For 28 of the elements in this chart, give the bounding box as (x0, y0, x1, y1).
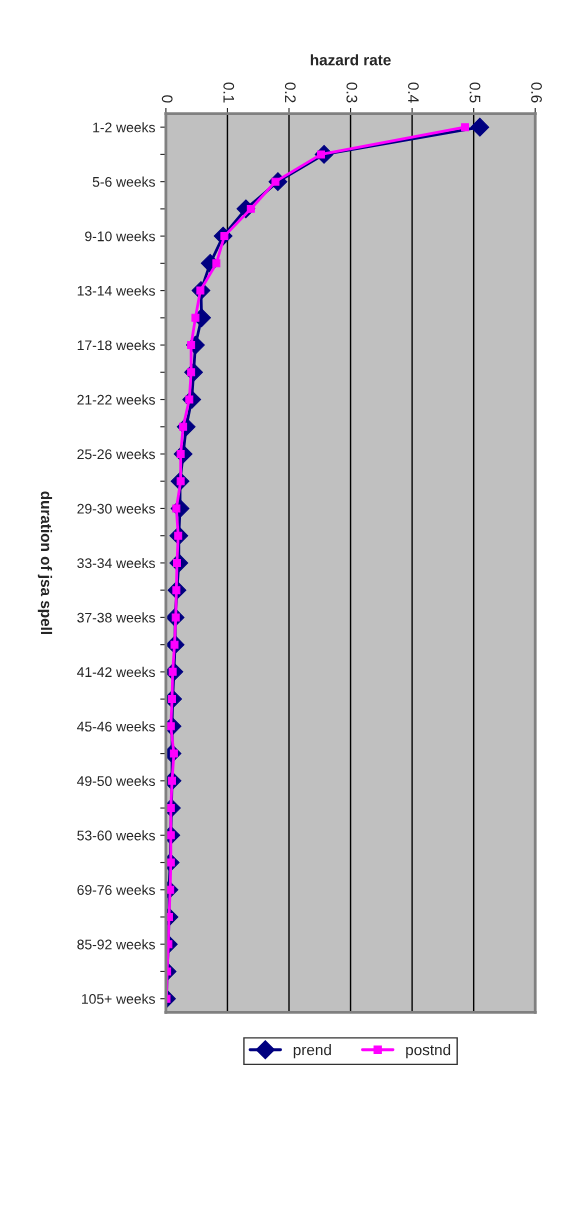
y-axis-title: duration of jsa spell (37, 491, 53, 635)
y-tick-label: 49-50 weeks (77, 775, 155, 786)
y-tick-label: 69-76 weeks (77, 884, 155, 895)
x-tick-label: 0.6 (531, 82, 542, 103)
y-tick-label: 41-42 weeks (77, 666, 155, 678)
y-tick-label: 37-38 weeks (77, 612, 155, 623)
y-tick-label: 45-46 weeks (77, 721, 155, 732)
x-tick-label: 0 (161, 95, 173, 103)
y-tick-label: 5-6 weeks (92, 176, 155, 187)
x-tick-label: 0.5 (469, 82, 481, 103)
x-tick-label: 0.3 (346, 82, 358, 103)
y-tick-label: 105+ weeks (82, 993, 155, 1004)
x-tick-label: 0.1 (223, 82, 235, 103)
y-tick-label: 21-22 weeks (77, 394, 155, 405)
x-axis-title: hazard rate (310, 54, 391, 66)
y-tick-label: 1-2 weeks (93, 122, 155, 133)
y-tick-label: 9-10 weeks (85, 231, 155, 242)
legend-label: prend (293, 1044, 331, 1059)
x-tick-label: 0.2 (284, 82, 296, 103)
y-tick-label: 29-30 weeks (77, 503, 155, 514)
y-tick-label: 25-26 weeks (77, 448, 155, 460)
y-tick-label: 33-34 weeks (77, 557, 155, 569)
x-tick-label: 0.4 (408, 82, 419, 103)
y-tick-label: 85-92 weeks (77, 939, 155, 950)
y-tick-label: 13-14 weeks (77, 285, 155, 296)
y-tick-label: 17-18 weeks (77, 340, 155, 351)
y-tick-label: 53-60 weeks (77, 830, 155, 841)
legend-label: postnd (406, 1044, 451, 1059)
